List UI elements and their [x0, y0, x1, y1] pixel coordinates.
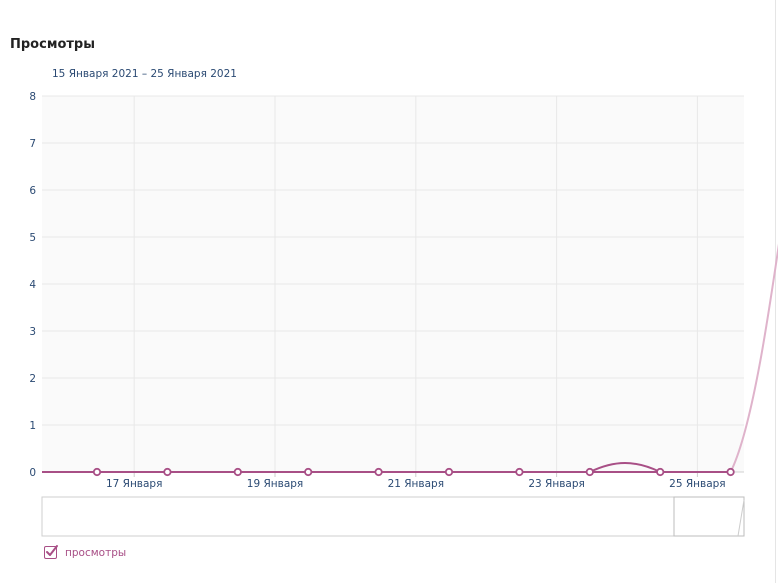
- series-views: [42, 243, 778, 477]
- y-tick-label: 6: [29, 185, 36, 197]
- date-range: 15 Января 2021 – 25 Января 2021: [52, 68, 237, 80]
- navigator-series-line: [737, 499, 745, 537]
- checkmark-icon: [46, 545, 58, 556]
- y-tick-label: 3: [29, 326, 36, 338]
- data-point: [515, 467, 524, 477]
- panel-border: [775, 0, 776, 583]
- data-point: [163, 467, 172, 477]
- x-tick-label: 23 Января: [528, 478, 584, 490]
- data-point: [585, 467, 594, 477]
- data-point: [304, 467, 313, 477]
- data-point: [374, 467, 383, 477]
- y-tick-label: 8: [29, 91, 36, 103]
- range-navigator[interactable]: [41, 496, 745, 537]
- x-tick-label: 25 Января: [669, 478, 725, 490]
- x-tick-label: 21 Января: [388, 478, 444, 490]
- y-tick-label: 1: [29, 420, 36, 432]
- data-point: [726, 467, 735, 477]
- legend-checkbox[interactable]: [44, 545, 58, 559]
- x-grid: [133, 96, 698, 472]
- y-axis-ticks: 0 1 2 3 4 5 6 7 8: [29, 91, 36, 479]
- y-tick-label: 4: [29, 279, 36, 291]
- chart-title: Просмотры: [10, 37, 95, 52]
- x-tick-label: 19 Января: [247, 478, 303, 490]
- series-line-rise: [729, 243, 778, 473]
- data-point: [444, 467, 454, 477]
- y-tick-label: 7: [29, 138, 36, 150]
- x-tick-label: 17 Января: [106, 478, 162, 490]
- navigator-selection[interactable]: [673, 496, 745, 537]
- series-line-smooth: [589, 462, 661, 473]
- y-grid: [42, 95, 744, 426]
- y-tick-label: 2: [29, 373, 36, 385]
- y-tick-label: 5: [29, 232, 36, 244]
- x-axis-ticks: 17 Января 19 Января 21 Января 23 Января 25 Я…: [106, 472, 726, 490]
- data-point: [233, 467, 242, 477]
- legend-item-views[interactable]: просмотры: [44, 545, 127, 559]
- y-tick-label: 0: [29, 467, 36, 479]
- legend-label: просмотры: [65, 546, 127, 559]
- data-point: [92, 467, 102, 477]
- navigator-frame: [41, 496, 745, 537]
- data-point: [656, 467, 665, 477]
